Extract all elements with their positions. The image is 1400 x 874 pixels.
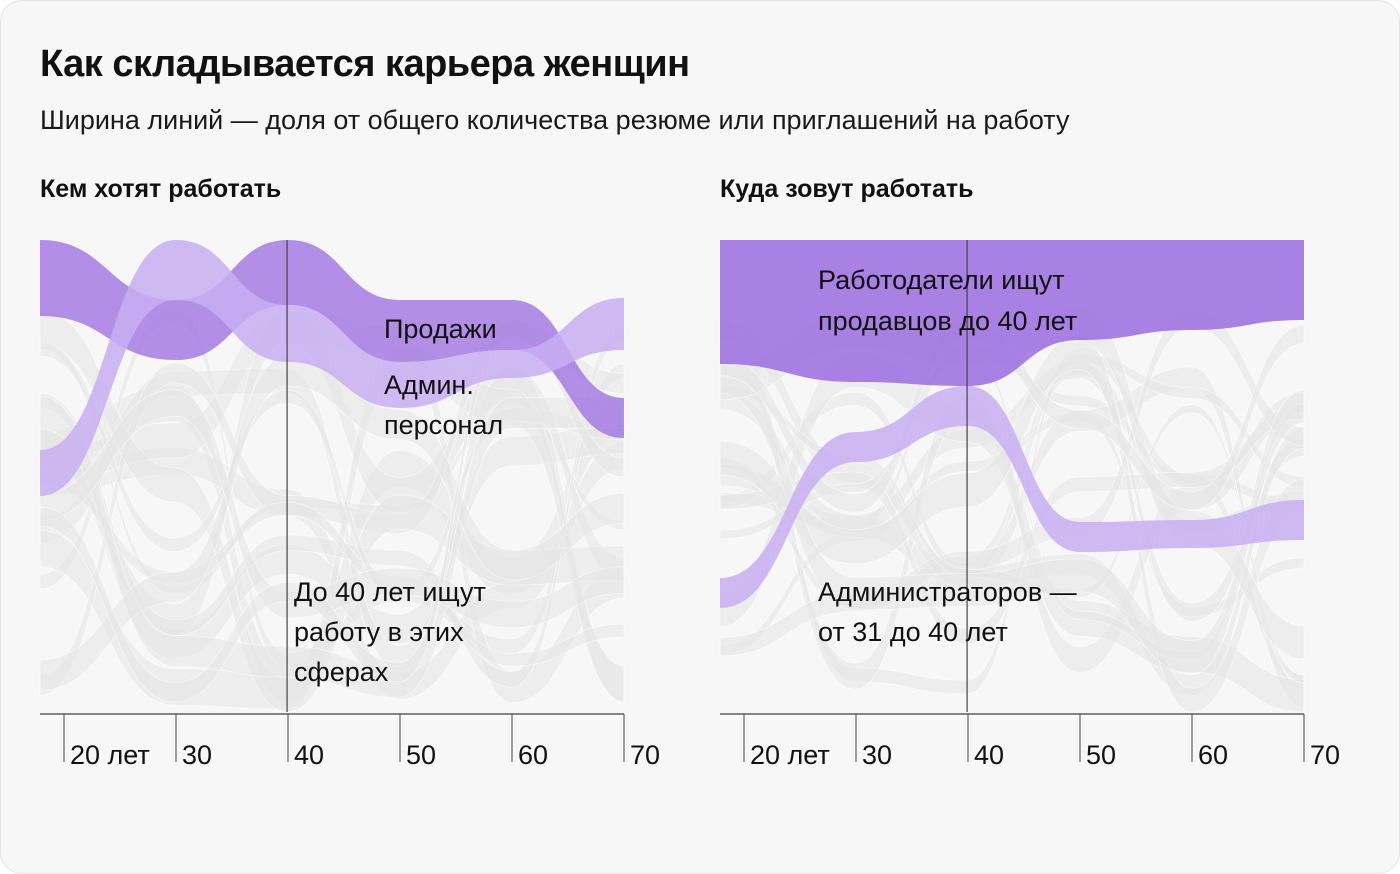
gray-band [719, 360, 1305, 675]
gray-band [39, 355, 625, 691]
chart-title: Как складывается карьера женщин [40, 43, 690, 85]
chart-subtitle: Ширина линий — доля от общего количества… [40, 105, 1070, 135]
x-tick-label: 60 [1198, 740, 1228, 770]
label-admin-staff-line1: Админ. [384, 370, 474, 400]
annotation-right-bottom-line1: Администраторов — [818, 577, 1077, 607]
x-tick-label: 50 [1086, 740, 1116, 770]
x-tick-label: 20 лет [750, 740, 830, 770]
x-tick-label: 30 [862, 740, 892, 770]
chart-panel-right: 20 лет 30 40 50 60 70 [719, 240, 1340, 770]
band-admin-staff [40, 240, 624, 496]
x-tick-label: 70 [1310, 740, 1340, 770]
x-tick-label: 40 [294, 740, 324, 770]
x-tick-label: 20 лет [70, 740, 150, 770]
band-sales [40, 240, 624, 438]
annotation-right-top-line1: Работодатели ищут [818, 265, 1065, 295]
x-tick-label: 40 [974, 740, 1004, 770]
x-tick-label: 30 [182, 740, 212, 770]
band-admin-staff [720, 386, 1304, 608]
x-tick-label: 50 [406, 740, 436, 770]
gray-band [39, 318, 625, 703]
chart-panel-left: 20 лет 30 40 50 60 70 [39, 240, 660, 770]
annotation-left-line1: До 40 лет ищут [294, 577, 486, 607]
gray-band [39, 389, 625, 629]
band-sales [720, 240, 1304, 386]
left-panel-title: Кем хотят работать [40, 175, 282, 203]
label-sales: Продажи [384, 314, 497, 344]
annotation-left-line2: работу в этих [294, 617, 464, 647]
right-panel-title: Куда зовут работать [720, 175, 974, 203]
gray-band [39, 320, 625, 696]
annotation-right-top-line2: продавцов до 40 лет [818, 306, 1077, 336]
x-tick-label: 60 [518, 740, 548, 770]
annotation-right-bottom-line2: от 31 до 40 лет [818, 617, 1008, 647]
annotation-left-line3: сферах [294, 657, 389, 687]
x-tick-label: 70 [630, 740, 660, 770]
label-admin-staff-line2: персонал [384, 410, 503, 440]
